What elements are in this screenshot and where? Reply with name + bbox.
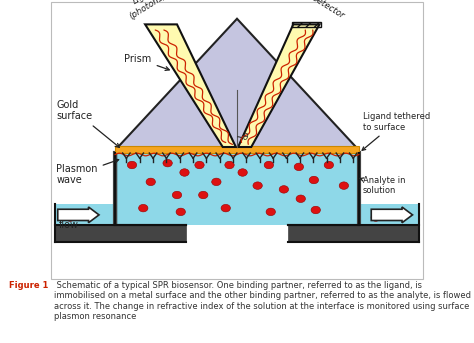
- FancyArrow shape: [371, 207, 412, 223]
- Ellipse shape: [138, 204, 148, 212]
- Ellipse shape: [279, 186, 289, 193]
- Text: $\theta$: $\theta$: [241, 130, 249, 142]
- Bar: [115, 146, 359, 153]
- Ellipse shape: [65, 214, 75, 221]
- Polygon shape: [238, 24, 319, 147]
- Ellipse shape: [311, 206, 320, 214]
- Bar: [288, 225, 419, 242]
- Ellipse shape: [253, 182, 262, 189]
- Polygon shape: [117, 19, 357, 148]
- Bar: [358, 205, 419, 225]
- Text: Light
(photons): Light (photons): [122, 0, 168, 21]
- Ellipse shape: [146, 178, 155, 186]
- Ellipse shape: [390, 212, 399, 220]
- Ellipse shape: [225, 161, 234, 169]
- Ellipse shape: [238, 169, 247, 176]
- Ellipse shape: [176, 208, 185, 216]
- Text: Prism: Prism: [125, 54, 169, 70]
- Ellipse shape: [339, 182, 348, 189]
- Ellipse shape: [128, 161, 137, 169]
- Text: Plasmon
wave: Plasmon wave: [56, 159, 118, 185]
- Ellipse shape: [212, 178, 221, 186]
- Text: Analyte in
solution: Analyte in solution: [360, 176, 405, 195]
- Ellipse shape: [266, 208, 275, 216]
- Ellipse shape: [264, 161, 273, 169]
- Bar: [359, 204, 419, 225]
- Ellipse shape: [221, 204, 230, 212]
- Ellipse shape: [82, 212, 91, 220]
- Ellipse shape: [195, 161, 204, 169]
- Ellipse shape: [371, 214, 381, 221]
- Ellipse shape: [324, 161, 334, 169]
- Bar: [55, 205, 116, 225]
- Bar: [115, 153, 359, 225]
- Bar: [292, 22, 321, 27]
- Bar: [55, 204, 115, 225]
- Ellipse shape: [163, 159, 173, 167]
- Text: Figure 1: Figure 1: [9, 281, 49, 290]
- Ellipse shape: [173, 191, 182, 199]
- Text: Detector: Detector: [310, 0, 346, 21]
- Text: flow: flow: [59, 220, 79, 230]
- Polygon shape: [145, 24, 236, 147]
- Ellipse shape: [296, 195, 305, 202]
- Text: Gold
surface: Gold surface: [56, 100, 119, 147]
- Ellipse shape: [294, 163, 303, 170]
- Ellipse shape: [309, 176, 319, 184]
- FancyArrow shape: [58, 207, 99, 223]
- Ellipse shape: [180, 169, 189, 176]
- Text: Ligand tethered
to surface: Ligand tethered to surface: [362, 112, 430, 150]
- Ellipse shape: [199, 191, 208, 199]
- Text: Schematic of a typical SPR biosensor. One binding partner, referred to as the li: Schematic of a typical SPR biosensor. On…: [54, 281, 471, 321]
- Bar: [55, 225, 186, 242]
